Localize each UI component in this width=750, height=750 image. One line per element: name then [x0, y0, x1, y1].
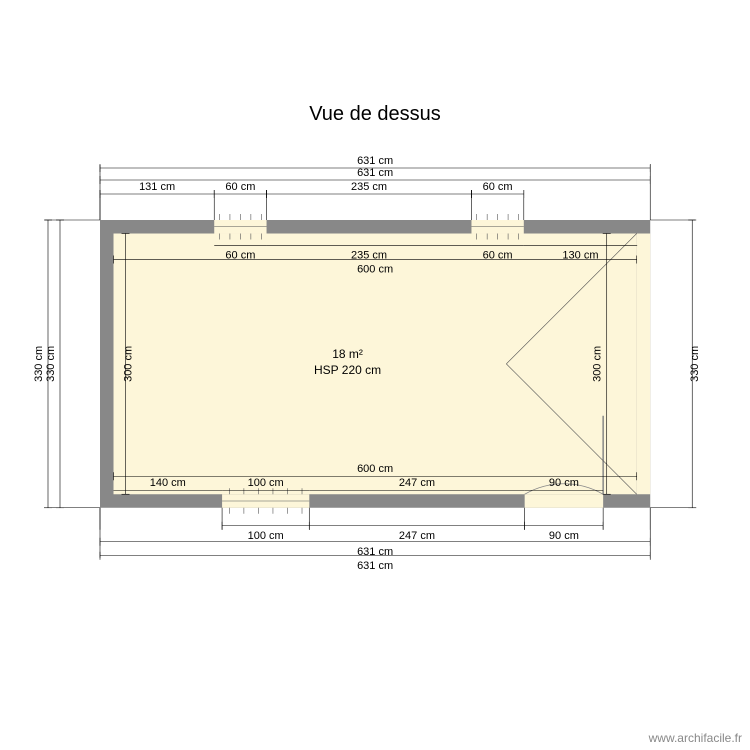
dimension-label: 631 cm [357, 155, 393, 167]
dimension-label: 100 cm [248, 477, 284, 489]
plan-title: Vue de dessus [309, 103, 441, 125]
dimension-label: 90 cm [549, 530, 579, 542]
watermark: www.archifacile.fr [648, 731, 742, 745]
dimension-label: 300 cm [592, 346, 604, 382]
area-label: 18 m² [332, 347, 363, 361]
dimension-label: 90 cm [549, 477, 579, 489]
floor-plan: Vue de dessus18 m²HSP 220 cm631 cm631 cm… [0, 0, 750, 750]
dimension-label: 330 cm [45, 346, 57, 382]
dimension-label: 631 cm [357, 560, 393, 572]
dimension-label: 100 cm [248, 530, 284, 542]
door-right [637, 234, 651, 495]
hsp-label: HSP 220 cm [314, 363, 381, 377]
dimension-label: 247 cm [399, 477, 435, 489]
dimension-label: 330 cm [689, 346, 701, 382]
dimension-label: 60 cm [225, 181, 255, 193]
dimension-label: 235 cm [351, 181, 387, 193]
dimension-label: 330 cm [33, 346, 45, 382]
dimension-label: 140 cm [150, 477, 186, 489]
dimension-label: 600 cm [357, 463, 393, 475]
dimension-label: 60 cm [483, 181, 513, 193]
dimension-label: 631 cm [357, 167, 393, 179]
dimension-label: 247 cm [399, 530, 435, 542]
dimension-label: 300 cm [123, 346, 135, 382]
dimension-label: 131 cm [139, 181, 175, 193]
door-bottom [525, 494, 603, 508]
dimension-label: 600 cm [357, 264, 393, 276]
